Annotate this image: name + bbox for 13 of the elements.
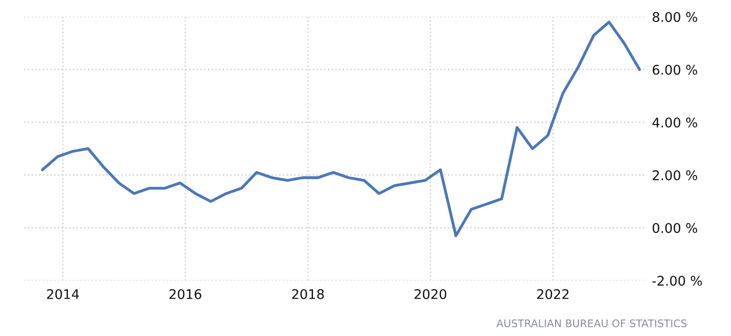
y-tick-label: -2.00 % <box>652 276 702 286</box>
x-tick-label: 2018 <box>292 289 324 300</box>
y-tick-label: 8.00 % <box>652 12 698 22</box>
x-tick-label: 2016 <box>169 289 202 300</box>
y-tick-label: 6.00 % <box>652 64 698 75</box>
x-tick-label: 2020 <box>414 289 446 300</box>
y-tick-label: 4.00 % <box>652 118 698 128</box>
line-series <box>41 20 641 238</box>
y-tick-label: 0.00 % <box>652 223 698 234</box>
y-tick-label: 2.00 % <box>652 170 698 180</box>
x-tick-label: 2022 <box>537 289 568 300</box>
x-tick-label: 2014 <box>47 289 79 300</box>
text: AUSTRALIAN BUREAU OF STATISTICS <box>496 319 687 328</box>
